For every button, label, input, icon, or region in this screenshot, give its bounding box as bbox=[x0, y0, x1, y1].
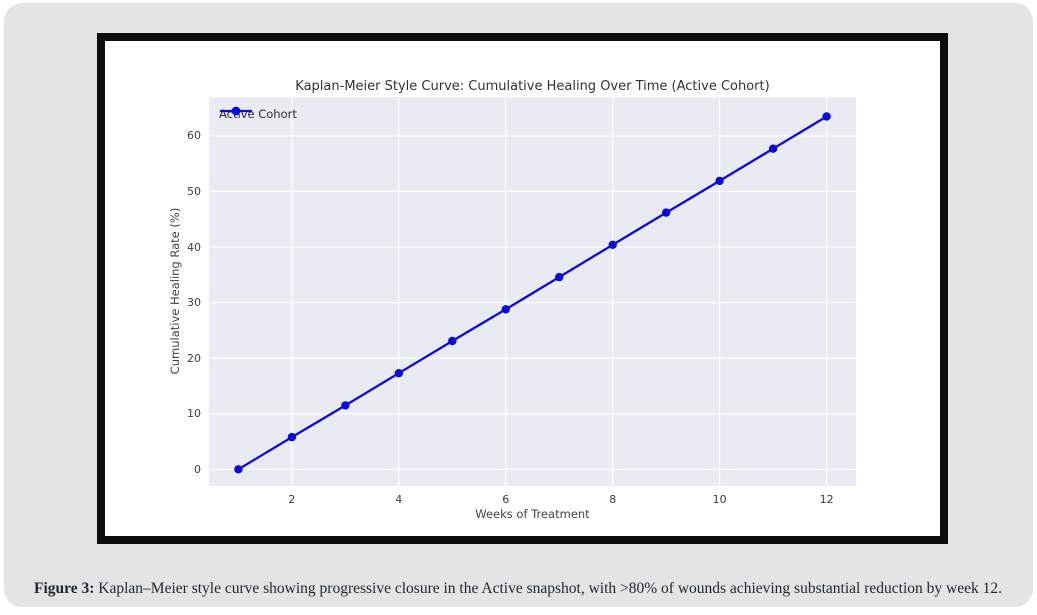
plot-area: Active Cohort bbox=[209, 97, 856, 486]
y-tick-label: 60 bbox=[187, 129, 201, 143]
data-point-marker bbox=[234, 465, 243, 474]
active-cohort-line bbox=[237, 115, 828, 471]
data-point-marker bbox=[555, 272, 564, 282]
x-axis-label: Weeks of Treatment bbox=[475, 507, 590, 521]
data-point-marker bbox=[501, 305, 510, 314]
y-tick-label: 50 bbox=[187, 185, 201, 198]
data-point-marker bbox=[341, 401, 350, 410]
chart-title: Kaplan-Meier Style Curve: Cumulative Hea… bbox=[295, 79, 770, 94]
data-point-marker bbox=[768, 144, 778, 153]
data-point-marker bbox=[715, 176, 724, 186]
line-plot bbox=[209, 97, 856, 486]
figure-frame: Kaplan-Meier Style Curve: Cumulative Hea… bbox=[97, 33, 948, 544]
legend: Active Cohort bbox=[219, 105, 297, 123]
y-tick-label: 20 bbox=[187, 351, 201, 365]
figure-caption-label: Figure 3: bbox=[34, 579, 95, 597]
data-point-marker bbox=[448, 336, 457, 346]
data-point-marker bbox=[608, 240, 617, 249]
figure-caption-text: Kaplan–Meier style curve showing progres… bbox=[98, 579, 1002, 597]
x-tick-label: 12 bbox=[819, 493, 834, 506]
y-tick-label: 30 bbox=[187, 296, 201, 310]
data-point-marker bbox=[662, 208, 671, 217]
data-point-marker bbox=[287, 432, 297, 442]
x-tick-label: 2 bbox=[288, 493, 296, 506]
y-tick-label: 0 bbox=[194, 462, 201, 476]
y-tick-label: 10 bbox=[187, 407, 201, 421]
x-tick-label: 10 bbox=[712, 493, 727, 506]
y-axis-label: Cumulative Healing Rate (%) bbox=[168, 207, 182, 375]
x-tick-label: 8 bbox=[609, 493, 617, 506]
figure-caption: Figure 3: Kaplan–Meier style curve showi… bbox=[34, 579, 1022, 599]
x-tick-label: 6 bbox=[502, 493, 510, 506]
data-point-marker bbox=[822, 112, 831, 121]
chart-figure: Kaplan-Meier Style Curve: Cumulative Hea… bbox=[105, 41, 940, 536]
gridlines bbox=[209, 97, 856, 486]
page-background: Kaplan-Meier Style Curve: Cumulative Hea… bbox=[4, 3, 1033, 607]
y-tick-label: 40 bbox=[187, 240, 201, 254]
legend-line-marker-icon bbox=[220, 106, 252, 116]
active-cohort-markers bbox=[234, 112, 831, 474]
x-tick-label: 4 bbox=[395, 493, 403, 506]
data-point-marker bbox=[394, 369, 403, 378]
